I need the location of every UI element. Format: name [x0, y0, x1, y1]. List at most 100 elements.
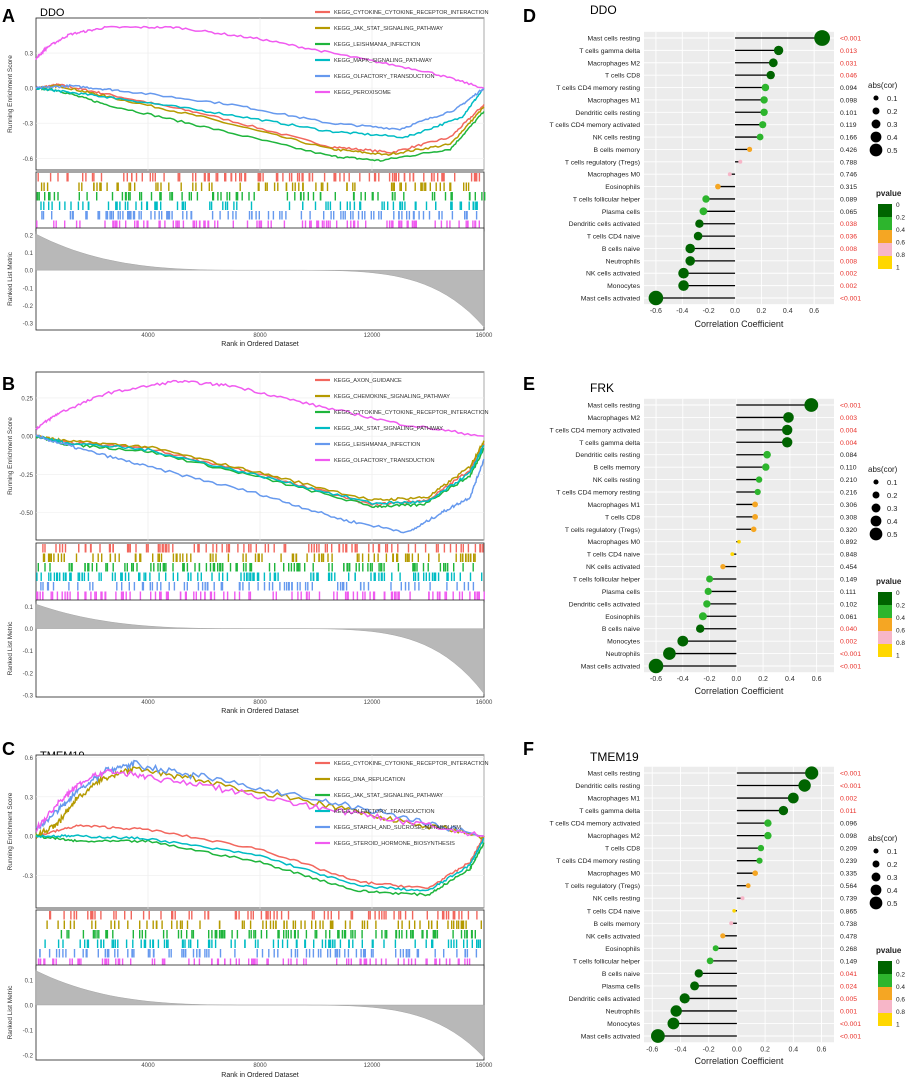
hit-tick: [250, 544, 252, 553]
hit-tick: [398, 911, 400, 920]
hit-tick: [115, 911, 117, 920]
hit-tick: [109, 553, 112, 562]
hit-tick: [113, 911, 115, 920]
hit-tick: [396, 553, 399, 562]
pvalue-label: 0.024: [840, 983, 857, 990]
hit-tick: [64, 572, 67, 581]
hit-tick: [352, 182, 354, 191]
hit-tick: [85, 591, 87, 600]
legend-color-swatch: [878, 961, 892, 974]
hit-tick: [474, 591, 476, 600]
row-label: T cells CD4 memory activated: [549, 821, 640, 828]
hit-tick: [329, 220, 331, 229]
hit-tick: [350, 930, 352, 939]
hit-tick: [160, 911, 162, 920]
hit-tick: [411, 930, 414, 939]
hit-tick: [306, 553, 308, 562]
hit-tick: [375, 920, 377, 929]
hit-tick: [292, 920, 294, 929]
hit-tick: [316, 572, 318, 581]
metric-frame: [35, 599, 485, 698]
metric-area: [35, 233, 485, 328]
hit-tick: [204, 911, 206, 920]
hit-tick: [55, 544, 57, 553]
hit-tick: [295, 553, 297, 562]
hit-tick: [393, 173, 396, 182]
hit-tick: [181, 201, 183, 210]
hit-tick: [212, 563, 215, 572]
hit-tick: [127, 949, 129, 958]
hit-tick: [437, 173, 439, 182]
hit-tick: [285, 182, 287, 191]
hit-tick: [414, 563, 416, 572]
hit-tick: [69, 572, 71, 581]
hit-tick: [307, 192, 309, 201]
hit-tick: [391, 544, 393, 553]
hit-tick: [363, 920, 366, 929]
lollipop-dot: [670, 1005, 682, 1017]
hit-tick: [401, 220, 403, 229]
hit-tick: [349, 563, 351, 572]
hit-tick: [221, 544, 223, 553]
hit-tick: [463, 939, 465, 948]
metric-tick-label: -0.3: [23, 321, 34, 327]
hit-tick: [235, 173, 237, 182]
hit-tick: [224, 201, 227, 210]
hit-tick: [80, 958, 82, 967]
hit-tick: [141, 582, 144, 591]
legend-size-label: 0.2: [887, 860, 897, 869]
pvalue-label: <0.001: [840, 296, 861, 303]
hit-tick: [77, 582, 79, 591]
hit-tick: [117, 939, 119, 948]
hit-tick: [36, 192, 38, 201]
hit-tick: [435, 201, 437, 210]
lollipop-dot: [787, 792, 799, 804]
hit-tick: [245, 563, 247, 572]
hit-tick: [57, 939, 60, 948]
hit-tick: [88, 563, 90, 572]
hit-tick: [326, 182, 329, 191]
hit-tick: [154, 173, 156, 182]
hit-tick: [243, 920, 245, 929]
hit-tick: [84, 563, 86, 572]
hit-tick: [113, 220, 115, 229]
legend-size-label: 0.5: [887, 899, 897, 908]
hit-tick: [77, 201, 80, 210]
row-label: T cells gamma delta: [579, 808, 640, 815]
hit-tick: [236, 930, 239, 939]
hit-tick: [209, 201, 211, 210]
hit-tick: [443, 563, 445, 572]
hit-tick: [401, 211, 403, 220]
hit-tick: [51, 591, 54, 600]
hit-tick: [46, 920, 48, 929]
hit-tick: [275, 591, 277, 600]
hit-tick: [273, 949, 275, 958]
hit-tick: [356, 544, 358, 553]
hit-tick: [302, 182, 304, 191]
hit-tick: [37, 563, 39, 572]
hit-tick: [117, 958, 119, 967]
hit-tick: [370, 949, 373, 958]
hit-tick: [162, 930, 165, 939]
hit-tick: [176, 220, 179, 229]
x-tick-label: -0.2: [703, 1046, 715, 1053]
hit-tick: [59, 572, 61, 581]
pvalue-label: 0.084: [840, 452, 857, 459]
hit-tick: [416, 563, 418, 572]
hit-tick: [255, 211, 257, 220]
hit-tick: [346, 591, 348, 600]
hit-tick: [317, 572, 319, 581]
hit-tick: [397, 958, 399, 967]
hit-tick: [230, 939, 232, 948]
hit-tick: [258, 220, 260, 229]
hit-tick: [301, 173, 303, 182]
metric-tick-label: -0.2: [23, 671, 34, 677]
hit-tick: [51, 211, 53, 220]
hit-tick: [414, 201, 416, 210]
hit-tick: [429, 582, 431, 591]
row-label: T cells follicular helper: [573, 196, 641, 203]
hit-tick: [348, 572, 350, 581]
hit-tick: [361, 930, 363, 939]
panel-letter: A: [2, 6, 15, 26]
hit-tick: [341, 582, 344, 591]
